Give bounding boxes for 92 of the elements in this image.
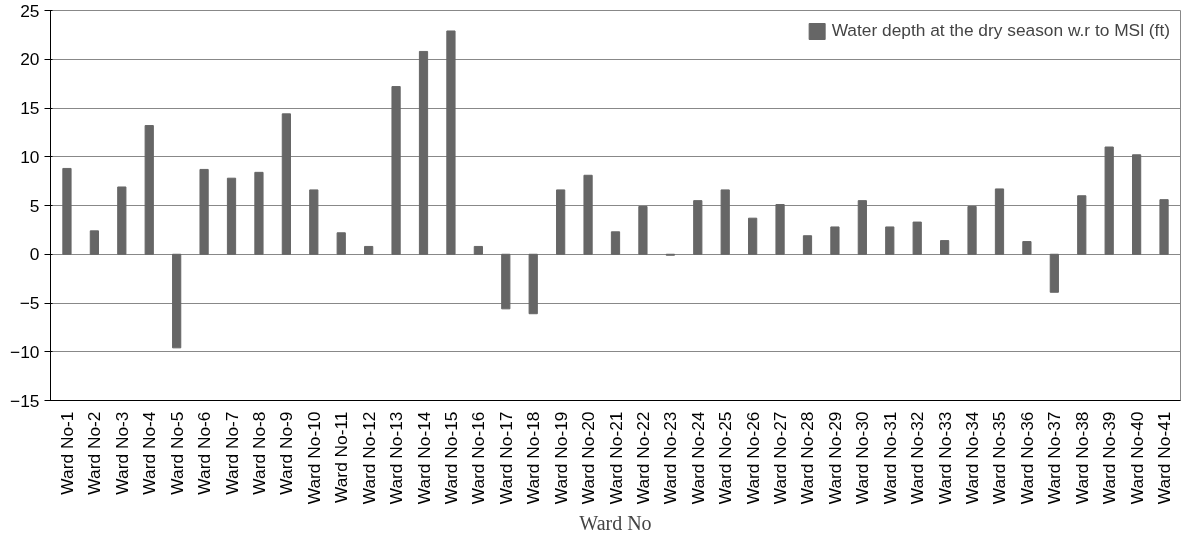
bar (62, 167, 72, 255)
bar (967, 205, 977, 255)
y-tick-label: 0 (29, 244, 40, 265)
x-tick-label: Ward No-1 (56, 411, 77, 495)
x-tick-label: Ward No-5 (166, 411, 187, 495)
bar (830, 226, 840, 255)
x-tick-label: Ward No-26 (742, 411, 763, 505)
x-tick-label: Ward No-40 (1126, 411, 1147, 505)
y-tick-label: −10 (10, 341, 40, 362)
x-tick-label: Ward No-20 (578, 411, 599, 505)
x-tick-label: Ward No-7 (221, 411, 242, 495)
x-tick-label: Ward No-16 (468, 411, 489, 505)
x-tick-label: Ward No-30 (852, 411, 873, 505)
bar (994, 188, 1005, 255)
bar (775, 204, 785, 255)
bar (748, 217, 758, 255)
x-tick-label: Ward No-4 (139, 411, 160, 495)
x-tick-label: Ward No-39 (1099, 411, 1120, 505)
y-tick-label: 15 (20, 98, 40, 118)
x-tick-label: Ward No-35 (989, 411, 1010, 505)
x-tick-label: Ward No-25 (715, 411, 736, 505)
x-tick-label: Ward No-27 (770, 411, 791, 505)
x-tick-label: Ward No-23 (660, 411, 681, 505)
y-tick-label: −5 (19, 293, 40, 313)
x-tick-label: Ward No-29 (824, 411, 845, 505)
bar (1049, 253, 1059, 293)
bar (418, 50, 429, 255)
y-tick-label: −15 (10, 390, 40, 411)
bar (720, 189, 730, 255)
bar (638, 205, 648, 255)
bar (583, 174, 593, 255)
bar (802, 235, 813, 255)
bar (556, 189, 566, 255)
bar (528, 253, 538, 315)
bar (693, 200, 703, 255)
x-tick-label: Ward No-11 (331, 411, 352, 503)
bar (446, 30, 456, 255)
x-tick-label: Ward No-21 (605, 411, 626, 505)
x-tick-label: Ward No-18 (523, 411, 544, 505)
x-tick-label: Ward No-2 (84, 411, 105, 495)
y-tick-label: 5 (29, 195, 40, 216)
bar (336, 232, 346, 255)
x-tick-label: Ward No-37 (1044, 411, 1065, 505)
bar (391, 86, 401, 255)
x-tick-label: Ward No-36 (1016, 411, 1037, 505)
x-tick-label: Ward No-10 (303, 411, 324, 505)
bar (89, 230, 99, 255)
x-tick-label: Ward No-22 (632, 411, 653, 505)
x-tick-label: Ward No-17 (495, 411, 516, 505)
x-tick-label: Ward No-6 (194, 411, 215, 495)
bar (226, 177, 237, 255)
x-tick-label: Ward No-15 (440, 411, 461, 505)
bar (281, 113, 291, 255)
y-tick-label: 25 (20, 0, 40, 21)
x-tick-label: Ward No-8 (248, 411, 269, 495)
bar (1159, 199, 1169, 255)
x-tick-label: Ward No-14 (413, 411, 434, 505)
bar (473, 245, 483, 255)
x-tick-label: Ward No-13 (386, 411, 407, 505)
bar (857, 200, 867, 255)
bar (610, 231, 621, 255)
x-tick-label: Ward No-19 (550, 411, 571, 505)
x-axis-title: Ward No (579, 512, 652, 535)
x-tick-label: Ward No-24 (687, 411, 708, 505)
x-tick-label: Ward No-9 (276, 411, 297, 495)
bar (364, 245, 374, 255)
y-tick-label: 20 (20, 49, 40, 70)
x-tick-label: Ward No-28 (797, 411, 818, 505)
bar (1132, 154, 1142, 255)
bar (309, 189, 319, 255)
x-tick-label: Ward No-38 (1071, 411, 1092, 505)
bar (1077, 195, 1087, 255)
x-tick-label: Ward No-33 (934, 411, 955, 505)
bar (1022, 241, 1032, 255)
bar (501, 253, 511, 310)
x-tick-label: Ward No-32 (907, 411, 928, 505)
bar (172, 253, 182, 349)
bar (144, 125, 154, 255)
x-tick-label: Ward No-41 (1154, 411, 1175, 505)
bar (117, 186, 127, 255)
x-tick-label: Ward No-31 (879, 411, 900, 505)
bar (912, 221, 922, 255)
x-tick-label: Ward No-12 (358, 411, 379, 505)
y-tick-label: 10 (20, 146, 40, 167)
bar (199, 168, 209, 255)
bar (1104, 146, 1114, 255)
bar (254, 171, 264, 255)
legend-label: Water depth at the dry season w.r to MSl (ft) (831, 20, 1170, 41)
bar (885, 226, 895, 255)
bar (940, 240, 950, 255)
x-tick-label: Ward No-34 (962, 411, 983, 505)
x-tick-label: Ward No-3 (111, 411, 132, 495)
